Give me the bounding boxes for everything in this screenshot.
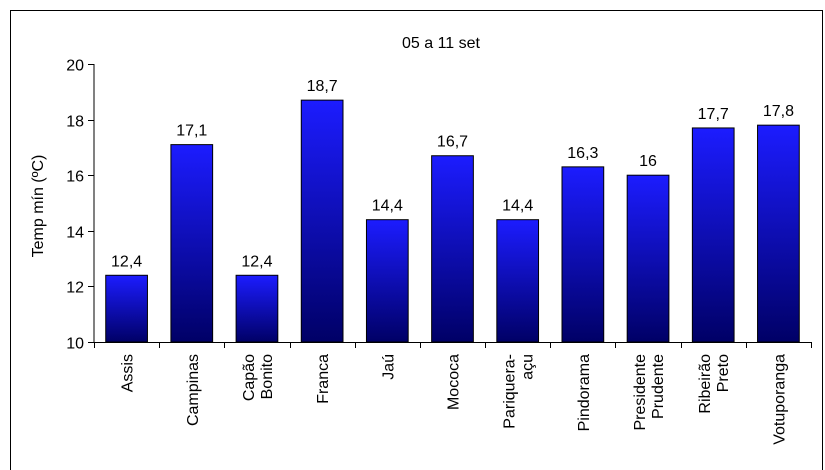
- y-tick-label: 10: [66, 336, 84, 353]
- x-tick-label-line: Capão: [241, 354, 258, 401]
- y-tick-label: 14: [66, 225, 84, 242]
- chart-title: 05 a 11 set: [402, 35, 481, 52]
- data-label: 17,8: [763, 103, 794, 120]
- bar: [365, 219, 409, 343]
- bar: [691, 127, 735, 343]
- x-tick-label-line: Prudente: [650, 354, 667, 419]
- axes: 10 12 14 16 18 20: [66, 58, 812, 353]
- data-label: 12,4: [241, 253, 272, 270]
- x-tick-label-line: Campinas: [185, 354, 202, 426]
- data-label: 16,3: [567, 145, 598, 162]
- data-label: 16: [639, 153, 657, 170]
- data-label: 18,7: [307, 78, 338, 95]
- x-tick-label: Presidente Prudente: [632, 354, 667, 431]
- data-label: 17,7: [698, 106, 729, 123]
- data-labels: 12,4 17,1 12,4 18,7 14,4 16,7 14,4 16,3 16 17,7 17…: [111, 78, 794, 270]
- x-tick-label: Pariquera-açu: [502, 354, 537, 429]
- x-tick-label-line: Assis: [120, 354, 137, 392]
- x-tick-label-line: Mococa: [446, 354, 463, 410]
- y-tick-label: 12: [66, 280, 84, 297]
- x-tick-label-line: Jaú: [380, 354, 397, 380]
- x-tick-label-line: Votuporanga: [771, 354, 788, 445]
- x-tick-label-line: Ribeirão: [697, 354, 714, 414]
- bars: [105, 99, 800, 343]
- bar: [105, 274, 148, 343]
- x-tick-label-line: Franca: [315, 354, 332, 404]
- data-label: 16,7: [437, 134, 468, 151]
- x-tick-label: Mococa: [446, 354, 463, 410]
- x-tick-label: Pindorama: [576, 354, 593, 431]
- bar: [496, 219, 540, 343]
- data-label: 17,1: [176, 123, 207, 140]
- x-tick-label: Capão Bonito: [241, 354, 276, 401]
- x-tick-label: Franca: [315, 354, 332, 404]
- x-tick-label: Ribeirão Preto: [697, 354, 732, 414]
- x-tick-label-line: Presidente: [632, 354, 649, 431]
- bar: [431, 155, 474, 343]
- y-tick-label: 18: [66, 114, 84, 131]
- x-tick-label: Votuporanga: [771, 354, 788, 445]
- y-axis-label: Temp mín (ºC): [30, 155, 47, 258]
- bar: [235, 274, 279, 343]
- y-tick-label: 16: [66, 169, 84, 186]
- x-tick-label-line: Bonito: [259, 354, 276, 399]
- x-tick-labels: Assis Campinas Capão Bonito Franca Jaú Mococa P…: [120, 354, 789, 445]
- chart-border: [10, 10, 823, 470]
- data-label: 14,4: [502, 198, 533, 215]
- x-tick-label-line: Preto: [715, 354, 732, 392]
- bar: [300, 99, 344, 343]
- y-tick-label: 20: [66, 58, 84, 75]
- bar: [757, 124, 800, 343]
- x-tick-label: Jaú: [380, 354, 397, 380]
- bar: [170, 144, 214, 343]
- bar: [626, 174, 670, 343]
- x-tick-label-line: Pindorama: [576, 354, 593, 431]
- x-tick-label: Assis: [120, 354, 137, 392]
- x-tick-label-line: açu: [520, 354, 537, 380]
- bar: [561, 166, 605, 343]
- x-tick-label-line: Pariquera-: [502, 354, 519, 429]
- x-tick-label: Campinas: [185, 354, 202, 426]
- data-label: 12,4: [111, 253, 142, 270]
- data-label: 14,4: [372, 198, 403, 215]
